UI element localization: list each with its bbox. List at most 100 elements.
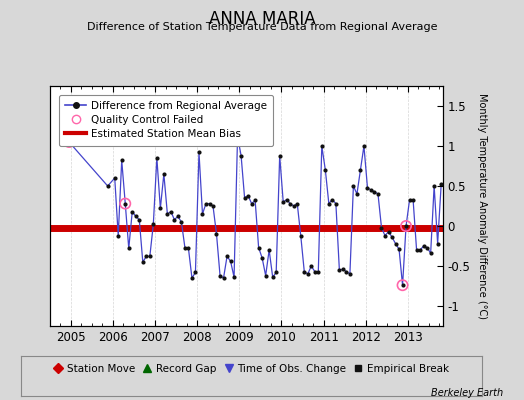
Point xyxy=(300,268,309,275)
Point xyxy=(384,228,392,235)
Point xyxy=(307,263,315,269)
Point xyxy=(321,167,330,173)
Point xyxy=(223,253,231,260)
Text: ANNA MARIA: ANNA MARIA xyxy=(209,10,315,28)
Point xyxy=(167,208,175,215)
Legend: Station Move, Record Gap, Time of Obs. Change, Empirical Break: Station Move, Record Gap, Time of Obs. C… xyxy=(51,361,452,378)
Point xyxy=(430,183,439,189)
Point xyxy=(318,143,326,149)
Point xyxy=(395,246,403,252)
Point xyxy=(433,240,442,247)
Point xyxy=(388,234,396,240)
Point xyxy=(370,188,379,195)
Point xyxy=(409,196,417,203)
Point xyxy=(104,183,112,189)
Point xyxy=(181,244,189,251)
Point xyxy=(412,247,421,253)
Point xyxy=(233,133,242,140)
Point xyxy=(402,223,410,229)
Point xyxy=(276,152,284,159)
Point xyxy=(121,200,129,207)
Point xyxy=(377,224,386,231)
Point xyxy=(279,199,287,205)
Point xyxy=(241,195,249,201)
Point xyxy=(237,152,245,159)
Point xyxy=(170,216,179,223)
Legend: Difference from Regional Average, Quality Control Failed, Estimated Station Mean: Difference from Regional Average, Qualit… xyxy=(59,95,274,146)
Point xyxy=(174,213,182,220)
Point xyxy=(244,192,252,199)
Point xyxy=(398,282,407,288)
Point xyxy=(328,196,336,203)
Point xyxy=(416,247,424,253)
Point xyxy=(332,200,340,207)
Text: Berkeley Earth: Berkeley Earth xyxy=(431,388,503,398)
Point xyxy=(121,200,129,207)
Point xyxy=(402,223,410,229)
Point xyxy=(342,268,351,275)
Point xyxy=(220,275,228,281)
Point xyxy=(261,272,270,279)
Point xyxy=(138,259,147,265)
Point xyxy=(117,157,126,164)
Point xyxy=(360,143,368,149)
Point xyxy=(142,253,150,260)
Point xyxy=(135,216,144,223)
Point xyxy=(367,187,375,193)
Point xyxy=(423,244,431,251)
Point xyxy=(152,155,161,161)
Point xyxy=(406,196,414,203)
Point xyxy=(184,245,193,252)
Point xyxy=(374,191,382,197)
Point xyxy=(65,139,73,145)
Point xyxy=(391,240,400,247)
Point xyxy=(258,255,266,261)
Point xyxy=(346,271,354,277)
Point xyxy=(297,232,305,239)
Y-axis label: Monthly Temperature Anomaly Difference (°C): Monthly Temperature Anomaly Difference (… xyxy=(477,93,487,319)
Point xyxy=(265,247,274,253)
Point xyxy=(314,268,322,275)
Point xyxy=(149,221,158,228)
Point xyxy=(114,232,123,239)
Point xyxy=(349,183,357,189)
Point xyxy=(419,243,428,249)
Point xyxy=(146,253,154,260)
Point xyxy=(202,200,210,207)
Point xyxy=(251,197,259,204)
Point xyxy=(311,268,319,275)
Point xyxy=(335,267,344,273)
Point xyxy=(268,274,277,280)
Point xyxy=(156,205,165,212)
Text: Difference of Station Temperature Data from Regional Average: Difference of Station Temperature Data f… xyxy=(87,22,437,32)
Point xyxy=(128,208,136,215)
Point xyxy=(191,269,200,276)
Point xyxy=(255,244,263,251)
Point xyxy=(177,219,185,225)
Point xyxy=(111,175,119,181)
Point xyxy=(226,258,235,264)
Point xyxy=(356,167,365,173)
Point xyxy=(293,200,301,207)
Point xyxy=(216,272,224,279)
Point xyxy=(303,271,312,277)
Point xyxy=(363,184,372,191)
Point xyxy=(437,181,445,188)
Point xyxy=(209,203,217,209)
Point xyxy=(160,171,168,177)
Point xyxy=(282,196,291,203)
Point xyxy=(353,191,361,197)
Point xyxy=(427,250,435,256)
Point xyxy=(398,282,407,288)
Point xyxy=(339,266,347,272)
Point xyxy=(125,245,133,252)
Point xyxy=(233,133,242,140)
Point xyxy=(195,149,203,156)
Point xyxy=(163,211,171,217)
Point xyxy=(212,231,221,237)
Point xyxy=(272,269,280,276)
Point xyxy=(198,211,206,217)
Point xyxy=(65,139,73,145)
Point xyxy=(230,274,238,280)
Point xyxy=(286,200,294,207)
